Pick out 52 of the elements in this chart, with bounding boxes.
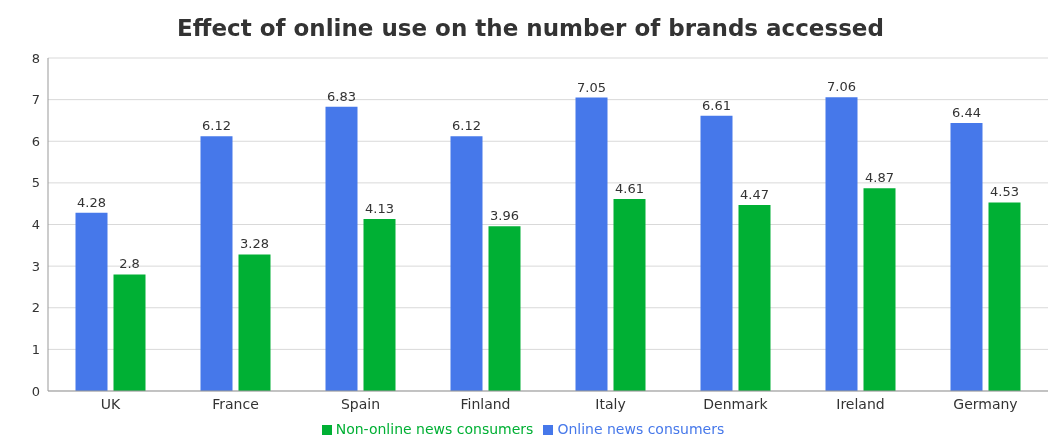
y-tick-label: 0 xyxy=(31,383,40,399)
bar xyxy=(113,274,146,391)
data-label: 6.12 xyxy=(452,118,481,134)
x-tick-label: Finland xyxy=(460,395,511,412)
data-label: 4.28 xyxy=(77,194,106,210)
bar xyxy=(613,199,646,391)
data-label: 2.8 xyxy=(119,256,140,272)
x-tick-label: Germany xyxy=(953,395,1018,412)
bar xyxy=(325,106,358,391)
bar xyxy=(863,188,896,391)
y-tick-label: 2 xyxy=(31,300,40,316)
bar xyxy=(575,97,608,391)
x-tick-label: Ireland xyxy=(836,395,885,412)
bar xyxy=(988,202,1021,391)
bar xyxy=(363,219,396,391)
data-label: 7.05 xyxy=(577,79,606,95)
y-tick-label: 3 xyxy=(31,258,40,274)
data-label: 4.87 xyxy=(865,170,894,186)
data-label: 6.44 xyxy=(952,104,981,120)
x-tick-label: France xyxy=(212,395,259,412)
y-tick-label: 4 xyxy=(31,217,40,233)
bar xyxy=(200,136,233,391)
data-label: 3.28 xyxy=(240,236,269,252)
bar xyxy=(450,136,483,391)
data-label: 6.61 xyxy=(702,97,731,113)
y-tick-label: 8 xyxy=(31,50,40,66)
data-label: 4.61 xyxy=(615,181,644,197)
y-tick-label: 6 xyxy=(31,133,40,149)
data-label: 4.13 xyxy=(365,201,394,217)
data-label: 3.96 xyxy=(490,208,519,224)
legend-label: Non-online news consumers xyxy=(335,421,534,437)
chart-title: Effect of online use on the number of brands accessed xyxy=(176,14,885,43)
bar xyxy=(75,212,108,391)
x-tick-label: Spain xyxy=(340,395,381,412)
bar xyxy=(238,254,271,391)
data-label: 6.83 xyxy=(327,88,356,104)
y-tick-label: 7 xyxy=(31,92,40,108)
data-label: 7.06 xyxy=(827,79,856,95)
bar xyxy=(488,226,521,391)
data-label: 4.53 xyxy=(990,184,1019,200)
x-tick-label: Denmark xyxy=(703,395,769,412)
legend-label: Online news consumers xyxy=(557,421,725,437)
data-label: 4.47 xyxy=(740,186,769,202)
y-tick-label: 1 xyxy=(31,341,40,357)
bar xyxy=(825,97,858,391)
data-label: 6.12 xyxy=(202,118,231,134)
y-tick-label: 5 xyxy=(31,175,40,191)
bar xyxy=(950,122,983,391)
x-tick-label: UK xyxy=(100,395,122,412)
bar xyxy=(738,204,771,391)
bar xyxy=(700,115,733,391)
x-tick-label: Italy xyxy=(595,395,626,412)
